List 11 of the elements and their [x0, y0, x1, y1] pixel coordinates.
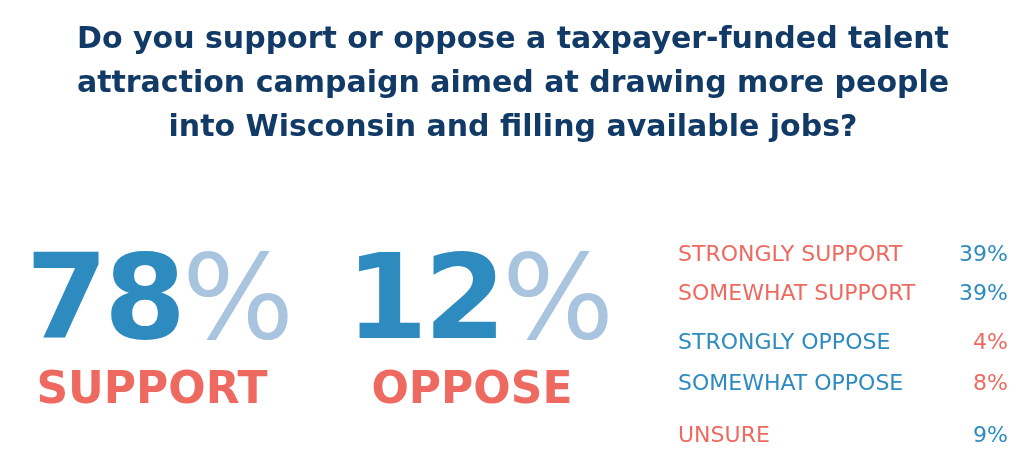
data-label: 39%: [959, 280, 1008, 305]
category-label: STRONGLY OPPOSE: [678, 329, 891, 354]
category-label: STRONGLY SUPPORT: [678, 241, 903, 266]
data-label: 39%: [959, 241, 1008, 266]
data-label: 4%: [973, 329, 1008, 354]
text: Do you support or oppose a taxpayer-funded talent attraction campaign aimed at drawing more people into Wisconsin and filling available jobs?: [75, 19, 951, 145]
category-label: SOMEWHAT OPPOSE: [678, 370, 904, 395]
category-label: UNSURE: [678, 422, 770, 447]
data-label: 8%: [973, 370, 1008, 395]
data-label: 9%: [973, 422, 1008, 447]
category-label: SOMEWHAT SUPPORT: [678, 280, 916, 305]
